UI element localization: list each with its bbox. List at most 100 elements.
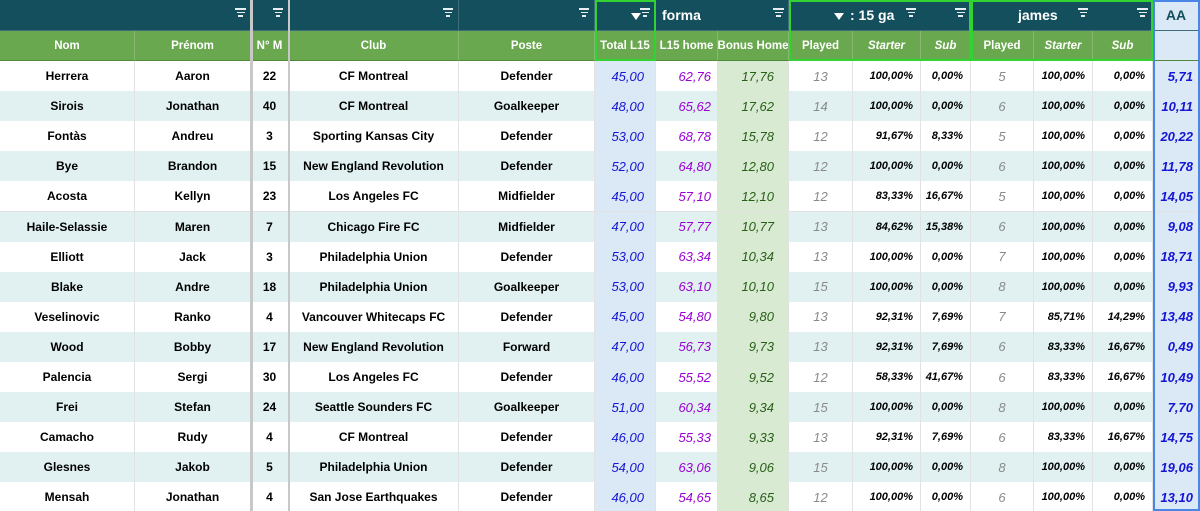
table-cell[interactable]: Defender	[459, 482, 595, 511]
table-cell[interactable]: 16,67%	[1093, 362, 1153, 393]
table-cell[interactable]: San Jose Earthquakes	[289, 482, 459, 511]
table-cell[interactable]: 16,67%	[1093, 331, 1153, 363]
table-cell[interactable]: 54,80	[656, 301, 718, 333]
filter-lines-icon[interactable]	[443, 8, 453, 18]
table-cell[interactable]: 15	[789, 452, 853, 484]
table-cell[interactable]: 52,00	[595, 151, 656, 183]
table-cell[interactable]: 12	[789, 482, 853, 511]
table-cell[interactable]: 13,48	[1153, 301, 1200, 333]
table-cell[interactable]: 45,00	[595, 181, 656, 213]
table-cell[interactable]: Defender	[459, 422, 595, 454]
table-cell[interactable]: 23	[251, 181, 289, 213]
table-cell[interactable]: 9,06	[718, 452, 789, 484]
table-cell[interactable]: 5	[971, 121, 1034, 153]
table-cell[interactable]: Defender	[459, 61, 595, 92]
table-cell[interactable]: 100,00%	[853, 91, 921, 123]
table-cell[interactable]: 55,33	[656, 422, 718, 454]
table-cell[interactable]: 100,00%	[853, 61, 921, 92]
table-cell[interactable]: 100,00%	[1034, 211, 1093, 243]
column-header[interactable]: Sub	[1093, 31, 1153, 61]
table-cell[interactable]: Haile-Selassie	[0, 211, 135, 243]
table-cell[interactable]: 8	[971, 392, 1034, 424]
table-cell[interactable]: 7,69%	[921, 301, 971, 333]
table-cell[interactable]: 0,00%	[1093, 61, 1153, 92]
table-cell[interactable]: Philadelphia Union	[289, 452, 459, 484]
column-header[interactable]: Nom	[0, 31, 135, 61]
table-cell[interactable]: Andre	[135, 271, 251, 303]
table-cell[interactable]: 8	[971, 452, 1034, 484]
group-header-1[interactable]	[251, 0, 289, 31]
table-cell[interactable]: 13	[789, 331, 853, 363]
table-cell[interactable]: CF Montreal	[289, 91, 459, 123]
filter-lines-icon[interactable]	[236, 8, 246, 18]
table-cell[interactable]: 9,93	[1153, 271, 1200, 303]
table-cell[interactable]: Defender	[459, 362, 595, 393]
filter-lines-icon[interactable]	[906, 8, 916, 18]
column-header[interactable]: Club	[289, 31, 459, 61]
table-cell[interactable]: 100,00%	[1034, 452, 1093, 484]
table-cell[interactable]: 0,00%	[921, 241, 971, 273]
table-cell[interactable]: Brandon	[135, 151, 251, 183]
table-cell[interactable]: 3	[251, 241, 289, 273]
table-cell[interactable]: 15,38%	[921, 211, 971, 243]
table-cell[interactable]: Los Angeles FC	[289, 362, 459, 393]
table-cell[interactable]: 11,78	[1153, 151, 1200, 183]
table-cell[interactable]: 18,71	[1153, 241, 1200, 273]
table-cell[interactable]: 53,00	[595, 271, 656, 303]
table-cell[interactable]: 15	[789, 271, 853, 303]
table-cell[interactable]: 9,73	[718, 331, 789, 363]
table-cell[interactable]: 100,00%	[853, 151, 921, 183]
table-cell[interactable]: 100,00%	[1034, 181, 1093, 213]
table-cell[interactable]: 92,31%	[853, 331, 921, 363]
table-cell[interactable]: Jakob	[135, 452, 251, 484]
table-cell[interactable]: Jonathan	[135, 91, 251, 123]
table-cell[interactable]: 53,00	[595, 121, 656, 153]
table-cell[interactable]: 0,00%	[1093, 452, 1153, 484]
table-cell[interactable]: 18	[251, 271, 289, 303]
table-cell[interactable]: 0,00%	[1093, 482, 1153, 511]
table-cell[interactable]: Acosta	[0, 181, 135, 213]
table-cell[interactable]: 15,78	[718, 121, 789, 153]
table-cell[interactable]: 5	[971, 61, 1034, 92]
table-cell[interactable]: 100,00%	[1034, 482, 1093, 511]
table-cell[interactable]: 83,33%	[1034, 362, 1093, 393]
table-cell[interactable]: 55,52	[656, 362, 718, 393]
table-cell[interactable]: Veselinovic	[0, 301, 135, 333]
table-cell[interactable]: 6	[971, 211, 1034, 243]
table-cell[interactable]: 8,33%	[921, 121, 971, 153]
table-cell[interactable]: 30	[251, 362, 289, 393]
table-cell[interactable]: 100,00%	[1034, 271, 1093, 303]
table-cell[interactable]: Bye	[0, 151, 135, 183]
table-cell[interactable]: 10,11	[1153, 91, 1200, 123]
table-cell[interactable]: Kellyn	[135, 181, 251, 213]
table-cell[interactable]: 58,33%	[853, 362, 921, 393]
funnel-icon[interactable]	[631, 12, 641, 20]
table-cell[interactable]: 84,62%	[853, 211, 921, 243]
filter-lines-icon[interactable]	[956, 8, 966, 18]
table-cell[interactable]: Aaron	[135, 61, 251, 92]
table-cell[interactable]: Ranko	[135, 301, 251, 333]
funnel-icon[interactable]	[834, 12, 844, 20]
table-cell[interactable]: 62,76	[656, 61, 718, 92]
table-cell[interactable]: 100,00%	[1034, 61, 1093, 92]
table-cell[interactable]: 0,00%	[921, 151, 971, 183]
table-cell[interactable]: 100,00%	[853, 271, 921, 303]
table-cell[interactable]: 0,00%	[1093, 91, 1153, 123]
table-cell[interactable]: Goalkeeper	[459, 91, 595, 123]
table-cell[interactable]: Sirois	[0, 91, 135, 123]
table-cell[interactable]: 16,67%	[1093, 422, 1153, 454]
table-cell[interactable]: 6	[971, 331, 1034, 363]
table-cell[interactable]: 13	[789, 301, 853, 333]
table-cell[interactable]: Vancouver Whitecaps FC	[289, 301, 459, 333]
filter-lines-icon[interactable]	[1138, 8, 1148, 18]
table-cell[interactable]: Maren	[135, 211, 251, 243]
table-cell[interactable]: 6	[971, 422, 1034, 454]
table-cell[interactable]: 83,33%	[1034, 331, 1093, 363]
table-cell[interactable]: 12	[789, 151, 853, 183]
table-cell[interactable]: 60,34	[656, 392, 718, 424]
table-cell[interactable]: Fontàs	[0, 121, 135, 153]
table-cell[interactable]: Goalkeeper	[459, 271, 595, 303]
table-cell[interactable]: 0,00%	[1093, 241, 1153, 273]
table-cell[interactable]: 0,00%	[921, 91, 971, 123]
table-cell[interactable]: Andreu	[135, 121, 251, 153]
